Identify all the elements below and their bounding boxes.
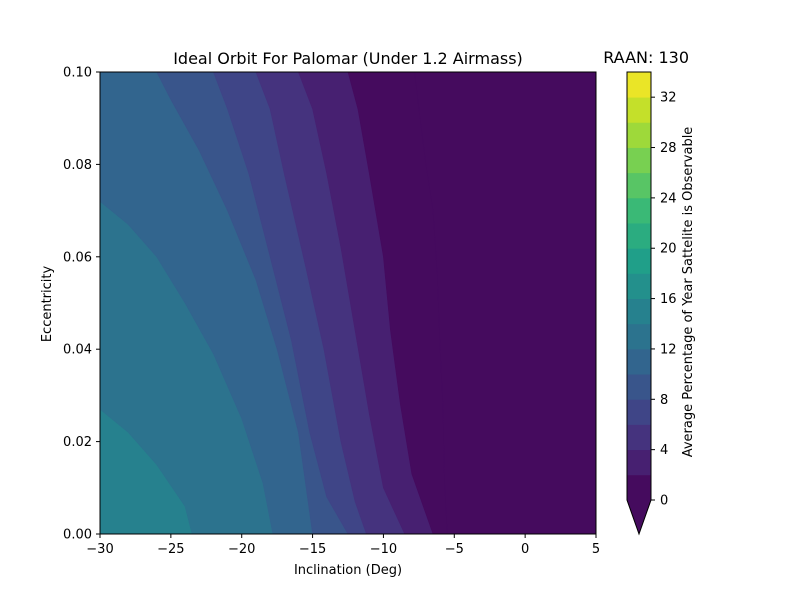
x-tick-label: −20 [228, 542, 255, 557]
y-axis-label: Eccentricity [40, 266, 55, 343]
y-axis-ticks: 0.00 0.02 0.04 0.06 0.08 0.10 [63, 66, 100, 543]
colorbar-segment [627, 172, 651, 199]
y-tick-label: 0.10 [63, 66, 92, 81]
colorbar-segment [627, 323, 651, 350]
colorbar-tick-label: 20 [660, 242, 677, 257]
colorbar-tick-label: 24 [660, 191, 677, 206]
x-axis-ticks: −30 −25 −20 −15 −10 −5 0 5 [86, 534, 600, 557]
colorbar-segment [627, 298, 651, 325]
colorbar-segment [627, 348, 651, 375]
y-tick-label: 0.02 [63, 435, 92, 450]
x-tick-label: 0 [521, 542, 529, 557]
colorbar-segment [627, 374, 651, 400]
colorbar-segment [627, 197, 651, 224]
plot-border [99, 71, 597, 535]
y-tick-label: 0.08 [63, 158, 92, 173]
x-tick-label: −5 [445, 542, 464, 557]
chart-title: Ideal Orbit For Palomar (Under 1.2 Airma… [173, 49, 523, 68]
colorbar-label: Average Percentage of Year Sattelite is … [681, 127, 696, 458]
x-axis-label: Inclination (Deg) [294, 563, 402, 578]
plot-frame [99, 71, 597, 535]
y-tick-label: 0.06 [63, 250, 92, 265]
colorbar-segment [627, 223, 651, 249]
colorbar-tick-label: 16 [660, 292, 677, 307]
colorbar [626, 71, 652, 536]
x-tick-label: 5 [592, 542, 600, 557]
colorbar-segment [627, 97, 651, 123]
colorbar-segment [627, 248, 651, 274]
colorbar-ticks: 0 4 8 12 16 20 24 28 32 [651, 91, 677, 509]
colorbar-tick-label: 28 [660, 141, 677, 156]
colorbar-tick-label: 8 [660, 393, 668, 408]
colorbar-segment [627, 424, 651, 451]
x-tick-label: −15 [299, 542, 326, 557]
colorbar-tick-label: 0 [660, 494, 668, 509]
raan-label: RAAN: 130 [603, 48, 689, 67]
colorbar-segment [627, 273, 651, 299]
colorbar-extend-min [627, 500, 651, 534]
x-tick-label: −30 [86, 542, 113, 557]
colorbar-outline [626, 71, 652, 536]
colorbar-tick-label: 4 [660, 443, 668, 458]
contour-fills [99, 71, 597, 535]
colorbar-tick-label: 12 [660, 342, 677, 357]
colorbar-segment [627, 72, 651, 98]
x-tick-label: −25 [157, 542, 184, 557]
y-tick-label: 0.00 [63, 528, 92, 543]
colorbar-segment [627, 399, 651, 425]
colorbar-tick-label: 32 [660, 91, 677, 106]
colorbar-segment [627, 147, 651, 174]
colorbar-segment [627, 122, 651, 148]
colorbar-segment [627, 474, 651, 501]
y-tick-label: 0.04 [63, 343, 92, 358]
colorbar-segment [627, 449, 651, 476]
x-tick-label: −10 [370, 542, 397, 557]
